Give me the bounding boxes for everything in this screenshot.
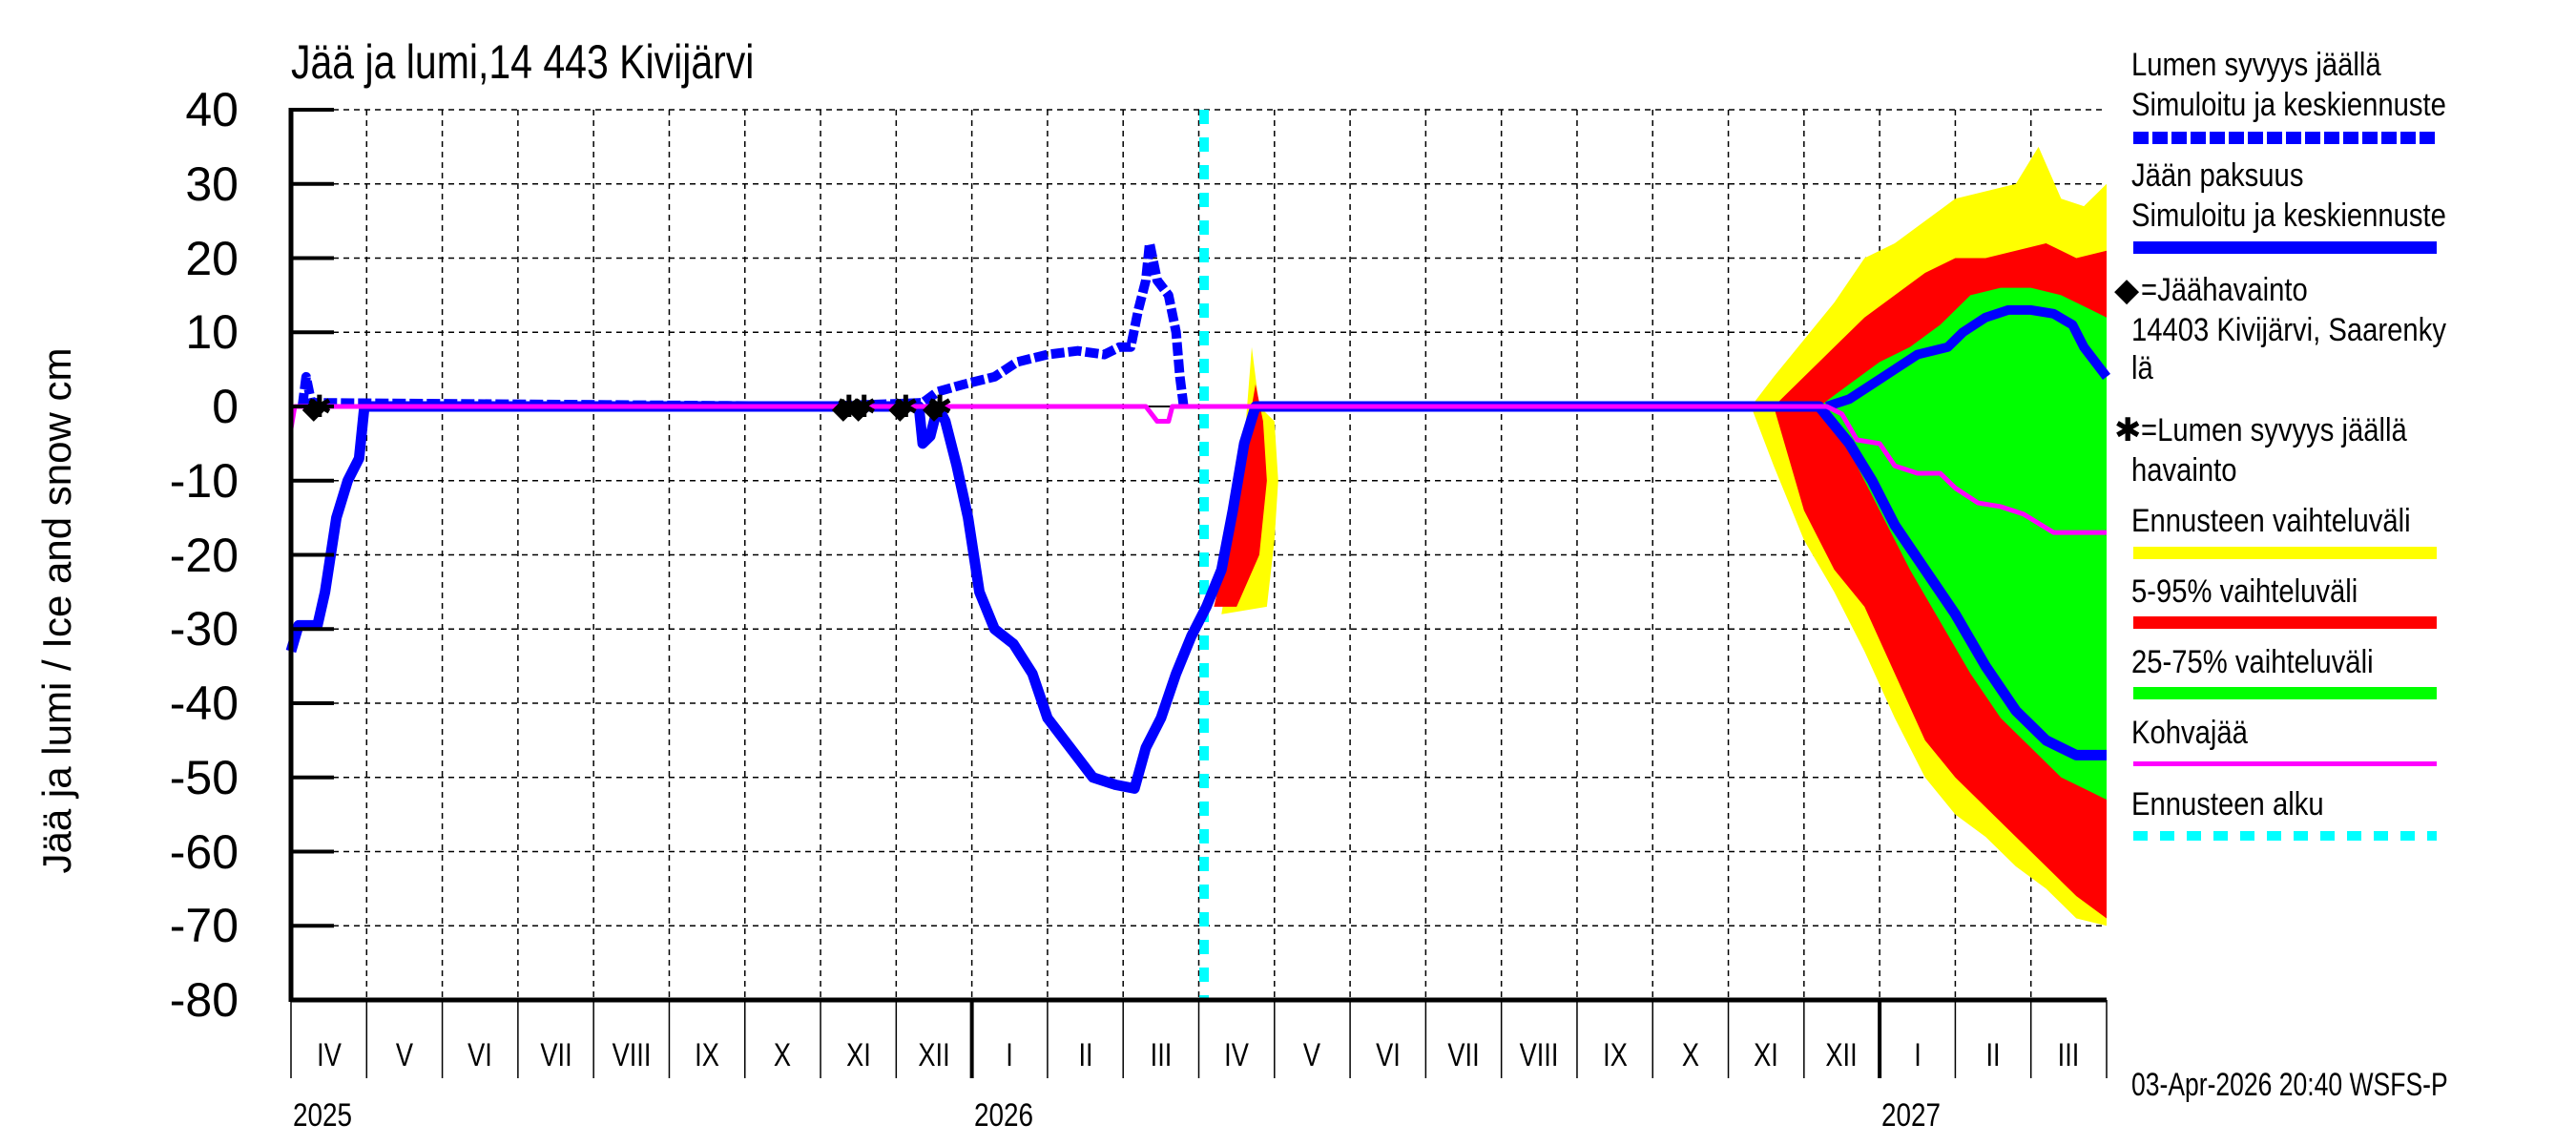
legend-ice-obs-station-cont: lä bbox=[2131, 350, 2153, 386]
ice-observation-diamond bbox=[846, 398, 870, 422]
legend-ice-sub: Simuloitu ja keskiennuste bbox=[2131, 198, 2446, 234]
y-axis-label: Jää ja lumi / Ice and snow cm bbox=[34, 347, 79, 874]
legend-slush-swatch bbox=[2133, 761, 2437, 766]
legend-forecast-range: Ennusteen vaihteluväli bbox=[2131, 503, 2411, 539]
x-month-label: I bbox=[1913, 1037, 1922, 1073]
legend-forecast-start: Ennusteen alku bbox=[2131, 786, 2324, 822]
snow-observation-asterisk: ✱ bbox=[893, 388, 919, 425]
x-month-label: XII bbox=[918, 1037, 950, 1073]
series-3 bbox=[288, 404, 2107, 535]
axes bbox=[288, 108, 2108, 1078]
y-tick-label: -30 bbox=[169, 602, 239, 656]
legend-range-25-75-swatch bbox=[2133, 687, 2437, 699]
legend-ice-title: Jään paksuus bbox=[2131, 157, 2304, 194]
y-tick-label: 0 bbox=[212, 380, 239, 433]
legend-slush: Kohvajää bbox=[2131, 715, 2248, 751]
x-month-label: XI bbox=[1754, 1037, 1779, 1073]
data-lines bbox=[285, 110, 2110, 1000]
legend-snow-sub: Simuloitu ja keskiennuste bbox=[2131, 87, 2446, 123]
legend-forecast-range-swatch bbox=[2133, 547, 2437, 559]
ice-observation-diamond bbox=[301, 398, 325, 422]
legend-ice-swatch bbox=[2133, 241, 2437, 254]
x-month-label: II bbox=[1078, 1037, 1093, 1073]
band-00ff00 bbox=[1818, 287, 2107, 801]
legend-range-25-75: 25-75% vaihteluväli bbox=[2131, 644, 2374, 680]
x-month-label: V bbox=[395, 1037, 414, 1073]
asterisk-marker-icon: ✱ bbox=[2114, 412, 2142, 448]
y-tick-label: 40 bbox=[185, 83, 239, 136]
legend-ice-obs-station: 14403 Kivijärvi, Saarenky bbox=[2131, 312, 2446, 348]
snow-observation-asterisk: ✱ bbox=[927, 388, 953, 425]
x-month-label: IV bbox=[316, 1037, 342, 1073]
x-year-label: 2025 bbox=[293, 1097, 353, 1134]
legend-snow-swatch bbox=[2133, 132, 2437, 144]
x-month-label: VI bbox=[1375, 1037, 1401, 1073]
x-month-label: IX bbox=[1602, 1037, 1628, 1073]
snow-observation-asterisk: ✱ bbox=[851, 388, 877, 425]
y-tick-label: -80 bbox=[169, 973, 239, 1027]
x-month-label: II bbox=[1985, 1037, 2001, 1073]
legend-snow-obs-cont: havainto bbox=[2131, 452, 2237, 489]
timestamp: 03-Apr-2026 20:40 WSFS-P bbox=[2131, 1067, 2448, 1103]
legend-range-5-95: 5-95% vaihteluväli bbox=[2131, 573, 2358, 610]
y-tick-label: 30 bbox=[185, 156, 239, 211]
x-month-label: VIII bbox=[1519, 1037, 1559, 1073]
x-year-label: 2026 bbox=[973, 1097, 1033, 1134]
x-month-label: IX bbox=[695, 1037, 719, 1073]
legend-snow-title: Lumen syvyys jäällä bbox=[2131, 47, 2381, 83]
x-month-label: VII bbox=[1447, 1037, 1480, 1073]
legend-ice-obs: =Jäähavainto bbox=[2141, 272, 2308, 308]
x-month-label: IV bbox=[1224, 1037, 1249, 1073]
y-tick-label: -40 bbox=[169, 677, 239, 730]
x-month-label: X bbox=[774, 1037, 792, 1073]
ice-observation-diamond bbox=[888, 398, 912, 422]
chart-title: Jää ja lumi,14 443 Kivijärvi bbox=[291, 35, 755, 89]
snow-observation-asterisk: ✱ bbox=[836, 388, 862, 425]
x-month-label: XI bbox=[845, 1037, 871, 1073]
legend-range-5-95-swatch bbox=[2133, 616, 2437, 629]
y-tick-label: -20 bbox=[169, 528, 239, 582]
y-tick-label: 20 bbox=[185, 231, 239, 285]
y-tick-label: -60 bbox=[169, 824, 239, 879]
legend-forecast-start-swatch bbox=[2133, 831, 2437, 841]
ice-observation-diamond bbox=[831, 398, 855, 422]
forecast-bands bbox=[1214, 146, 2107, 926]
y-tick-label: -50 bbox=[169, 750, 239, 804]
y-tick-label: 10 bbox=[185, 305, 239, 360]
x-month-label: VI bbox=[467, 1037, 493, 1073]
legend-snow-obs: =Lumen syvyys jäällä bbox=[2141, 412, 2407, 448]
x-month-label: XII bbox=[1825, 1037, 1859, 1073]
x-month-label: I bbox=[1006, 1037, 1014, 1073]
series-0 bbox=[297, 238, 1189, 411]
ice-observation-diamond bbox=[922, 398, 945, 422]
x-month-label: III bbox=[2058, 1037, 2080, 1073]
x-month-label: VII bbox=[539, 1037, 572, 1073]
y-tick-label: -70 bbox=[169, 899, 239, 953]
x-month-label: V bbox=[1303, 1037, 1321, 1073]
x-year-label: 2027 bbox=[1881, 1097, 1942, 1134]
x-month-label: VIII bbox=[612, 1037, 652, 1073]
x-month-label: X bbox=[1681, 1037, 1699, 1073]
series-2 bbox=[1825, 304, 2110, 411]
diamond-marker-icon: ◆ bbox=[2114, 272, 2140, 308]
x-month-label: III bbox=[1150, 1037, 1173, 1073]
y-tick-label: -10 bbox=[169, 453, 239, 508]
